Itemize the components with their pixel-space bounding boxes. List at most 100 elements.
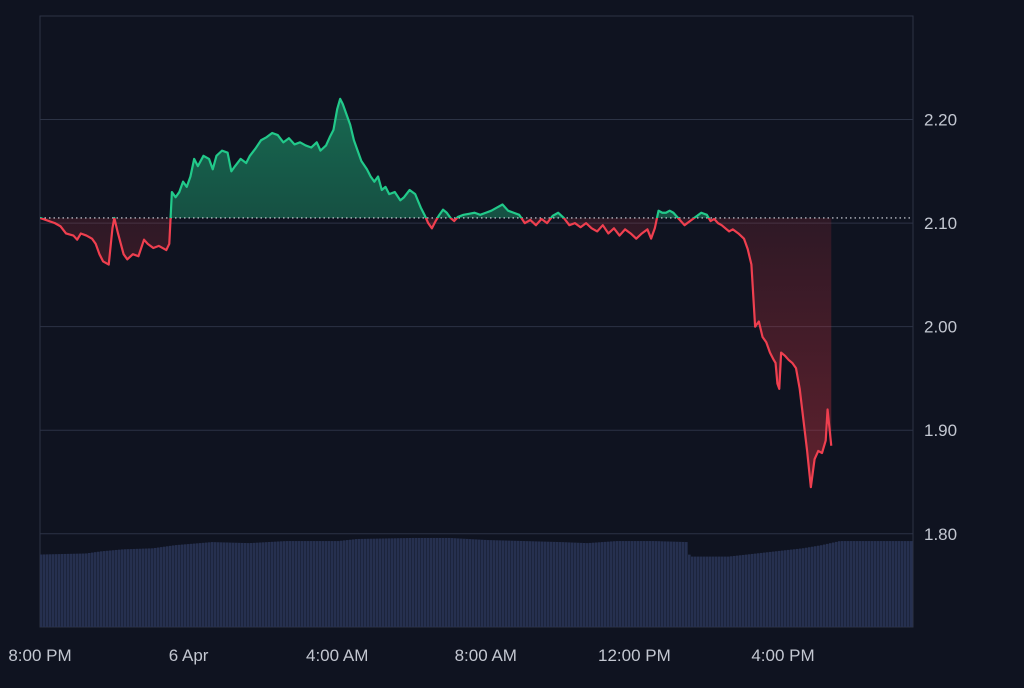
volume-bar (787, 549, 790, 627)
x-tick-label: 8:00 AM (455, 646, 517, 665)
volume-bar (811, 546, 814, 627)
volume-bar (637, 541, 640, 627)
volume-bar (211, 542, 214, 627)
volume-bar (892, 541, 895, 627)
volume-bar (844, 541, 847, 627)
volume-bar (517, 540, 520, 627)
volume-bar (172, 545, 175, 627)
volume-bar (451, 538, 454, 627)
volume-bar (364, 538, 367, 627)
volume-bar (439, 537, 442, 627)
volume-bar (607, 541, 610, 627)
volume-bar (82, 553, 85, 627)
volume-bar (592, 542, 595, 627)
volume-bar (622, 541, 625, 627)
volume-bar (271, 541, 274, 627)
volume-bar (547, 541, 550, 627)
x-tick-label: 4:00 PM (751, 646, 814, 665)
volume-bar (610, 541, 613, 627)
volume-bar (589, 542, 592, 627)
volume-bar (904, 541, 907, 627)
y-tick-label: 1.90 (924, 421, 957, 440)
volume-bar (250, 543, 253, 627)
volume-bar (508, 540, 511, 627)
volume-bar (79, 553, 82, 627)
volume-bar (604, 541, 607, 627)
volume-bar (370, 538, 373, 627)
volume-bar (223, 542, 226, 627)
volume-bar (871, 541, 874, 627)
volume-bar (160, 547, 163, 627)
volume-bar (286, 541, 289, 627)
volume-bar (190, 543, 193, 627)
volume-bar (853, 541, 856, 627)
price-line (40, 97, 833, 489)
volume-bar (328, 541, 331, 627)
volume-bar (553, 541, 556, 627)
volume-bar (529, 541, 532, 627)
volume-bar (67, 553, 70, 627)
volume-bar (106, 550, 109, 627)
volume-bar (763, 552, 766, 627)
volume-bar (817, 545, 820, 627)
volume-bar (523, 541, 526, 627)
volume-bar (565, 542, 568, 627)
volume-bar (121, 549, 124, 627)
volume-bar (691, 556, 694, 627)
volume-bar (289, 541, 292, 627)
volume-bar (601, 542, 604, 627)
volume-bar (901, 541, 904, 627)
volume-bar (244, 543, 247, 627)
volume-bar (358, 538, 361, 627)
volume-bar (682, 541, 685, 627)
volume-bar (151, 548, 154, 627)
volume-bar (721, 556, 724, 627)
volume-bar (616, 541, 619, 627)
volume-bar (907, 541, 910, 627)
volume-bar (88, 552, 91, 627)
volume-bar (352, 539, 355, 627)
volume-bar (181, 544, 184, 627)
volume-bar (235, 542, 238, 627)
volume-bar (640, 541, 643, 627)
volume-bar (703, 556, 706, 627)
volume-bar (94, 552, 97, 627)
volume-bar (514, 540, 517, 627)
volume-bar (688, 554, 691, 627)
volume-bar (238, 542, 241, 627)
volume-bar (643, 541, 646, 627)
volume-bar (631, 541, 634, 627)
volume-bar (208, 542, 211, 627)
volume-bar (562, 542, 565, 627)
volume-bar (799, 548, 802, 627)
volume-bar (274, 541, 277, 627)
volume-bar (736, 555, 739, 627)
volume-bar (460, 538, 463, 627)
volume-bar (478, 539, 481, 627)
volume-bar (757, 553, 760, 627)
volume-bar (202, 542, 205, 627)
volume-bar (859, 541, 862, 627)
volume-bar (340, 540, 343, 627)
volume-bar (784, 550, 787, 627)
volume-bar (178, 544, 181, 627)
price-area (40, 98, 832, 488)
volume-bar (382, 538, 385, 627)
volume-bar (85, 553, 88, 627)
volume-bar (457, 538, 460, 627)
volume-bar (220, 542, 223, 627)
volume-bar (307, 541, 310, 627)
x-tick-label: 12:00 PM (598, 646, 671, 665)
volume-bar (142, 548, 145, 627)
volume-bar (133, 548, 136, 627)
volume-bar (556, 541, 559, 627)
volume-bar (109, 550, 112, 627)
volume-bar (709, 556, 712, 627)
volume-bar (898, 541, 901, 627)
volume-bar (808, 547, 811, 627)
volume-bar (493, 540, 496, 627)
volume-bar (649, 541, 652, 627)
y-tick-label: 2.10 (924, 214, 957, 233)
